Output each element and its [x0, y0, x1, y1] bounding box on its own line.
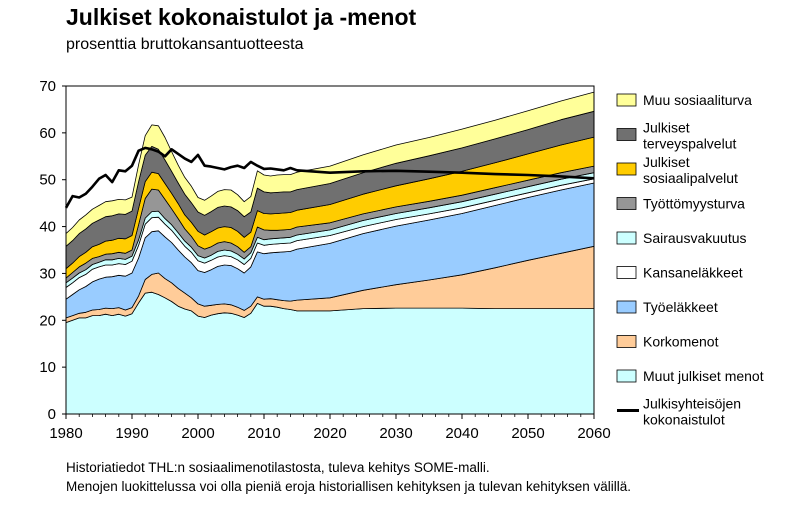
legend-item-muut-julkiset-menot: Muut julkiset menot — [616, 368, 764, 384]
legend-label: Julkiset terveyspalvelut — [643, 120, 736, 152]
x-tick-label: 2000 — [181, 425, 214, 442]
x-tick-label: 2010 — [247, 425, 280, 442]
legend-swatch — [616, 231, 637, 245]
legend-item-julkiset-sosiaalipalvelut: Julkiset sosiaalipalvelut — [616, 154, 738, 186]
x-tick-label: 2050 — [511, 425, 544, 442]
legend-item-tyottomyysturva: Työttömyysturva — [616, 196, 745, 212]
y-tick-label: 60 — [39, 125, 56, 142]
y-tick-label: 10 — [39, 359, 56, 376]
legend-swatch — [616, 162, 637, 176]
legend-label: Työttömyysturva — [643, 196, 745, 212]
legend-label: Korkomenot — [643, 334, 719, 350]
legend-swatch — [616, 300, 637, 314]
x-tick-label: 1990 — [115, 425, 148, 442]
y-tick-label: 40 — [39, 219, 56, 236]
legend-label: Työeläkkeet — [643, 299, 718, 315]
legend-swatch — [616, 197, 637, 210]
income-line-group — [64, 146, 595, 209]
y-tick-label: 20 — [39, 312, 56, 329]
chart-subtitle: prosenttia bruttokansantuotteesta — [66, 36, 304, 53]
y-tick-label: 50 — [39, 172, 56, 189]
legend-item-kansanelakkeet: Kansaneläkkeet — [616, 265, 743, 281]
legend-item-sairausvakuutus: Sairausvakuutus — [616, 230, 747, 246]
legend-label: Julkiset sosiaalipalvelut — [643, 154, 738, 186]
legend-swatch — [616, 369, 637, 383]
y-tick-label: 0 — [48, 406, 56, 423]
classification-note: Menojen luokittelussa voi olla pieniä er… — [66, 479, 632, 494]
legend-item-muu-sosiaaliturva: Muu sosiaaliturva — [616, 92, 752, 108]
source-note: Historiatiedot THL:n sosiaalimenotilasto… — [66, 460, 490, 475]
x-tick-label: 2060 — [577, 425, 610, 442]
line-julkisyhteisojen-kokonaistulot — [64, 146, 595, 209]
legend-item-tyoelakkeet: Työeläkkeet — [616, 299, 718, 315]
x-tick-label: 1980 — [49, 425, 82, 442]
legend-item-korkomenot: Korkomenot — [616, 334, 719, 350]
legend-label: Muu sosiaaliturva — [643, 92, 752, 108]
legend-item-julkisyhteisojen-kokonaistulot: Julkisyhteisöjen kokonaistulot — [617, 396, 741, 428]
y-tick-label: 30 — [39, 265, 56, 282]
legend-swatch — [616, 266, 637, 279]
x-tick-label: 2040 — [445, 425, 478, 442]
legend-label: Julkisyhteisöjen kokonaistulot — [643, 396, 741, 428]
chart-title: Julkiset kokonaistulot ja -menot — [66, 4, 417, 30]
x-tick-label: 2020 — [313, 425, 346, 442]
legend-label: Kansaneläkkeet — [643, 265, 743, 281]
legend-swatch — [616, 335, 637, 348]
legend-label: Sairausvakuutus — [643, 230, 747, 246]
legend-swatch — [616, 93, 637, 107]
y-tick-label: 70 — [39, 78, 56, 95]
legend-label: Muut julkiset menot — [643, 368, 764, 384]
x-tick-label: 2030 — [379, 425, 412, 442]
legend-item-julkiset-terveyspalvelut: Julkiset terveyspalvelut — [616, 120, 736, 152]
legend: Muu sosiaaliturva Julkiset terveyspalvelut… — [616, 92, 764, 428]
legend-swatch — [616, 128, 637, 141]
